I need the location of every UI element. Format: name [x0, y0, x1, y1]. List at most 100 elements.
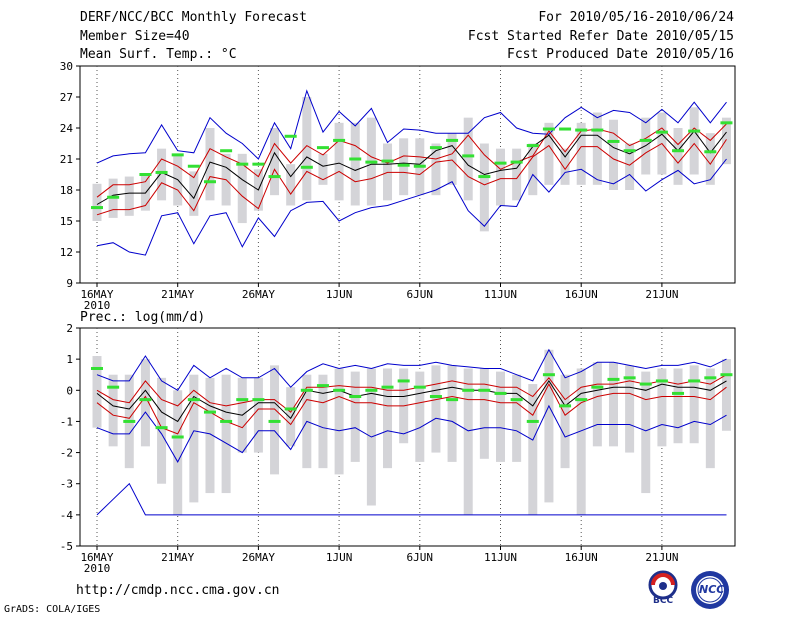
x-tick-label: 21MAY — [161, 288, 194, 301]
refer-date: Fcst Started Refer Date 2010/05/15 — [467, 29, 734, 44]
obs-marker — [203, 180, 216, 184]
spread-bar — [334, 368, 344, 475]
obs-marker — [429, 146, 442, 150]
produced-date: Fcst Produced Date 2010/05/16 — [507, 47, 734, 62]
obs-marker — [91, 366, 103, 370]
spread-bar — [576, 122, 586, 185]
obs-marker — [413, 164, 426, 168]
x-tick-label: 1JUN — [326, 551, 353, 564]
ncc-logo-text: NCC — [699, 583, 725, 596]
obs-marker — [236, 398, 249, 402]
obs-marker — [413, 385, 426, 389]
spread-bar — [447, 365, 457, 462]
obs-marker — [252, 398, 265, 402]
spread-bar — [512, 374, 522, 462]
obs-marker — [171, 435, 184, 439]
grads-credit: GrADS: COLA/IGES — [4, 604, 101, 615]
upper-band-line — [96, 374, 727, 413]
obs-marker — [107, 385, 120, 389]
spread-bar — [350, 122, 360, 206]
spread-bar — [528, 384, 538, 515]
obs-marker — [510, 398, 523, 402]
spread-bar — [286, 387, 296, 447]
chart-title: DERF/NCC/BCC Monthly Forecast — [80, 10, 307, 25]
spread-bar — [92, 356, 102, 428]
obs-marker — [349, 157, 362, 161]
spread-bar — [205, 377, 215, 494]
spread-bar — [302, 97, 312, 201]
y-tick-label: 24 — [60, 122, 74, 135]
obs-marker — [591, 128, 604, 132]
obs-marker — [349, 395, 362, 399]
spread-bar — [463, 368, 473, 515]
obs-marker — [655, 130, 668, 134]
spread-bar — [592, 112, 602, 185]
variable-label: Mean Surf. Temp.: °C — [80, 47, 237, 62]
spread-bar — [721, 117, 731, 165]
lower-band-line — [96, 383, 727, 435]
spread-bar — [383, 368, 393, 469]
spread-bar — [286, 164, 296, 206]
spread-bar — [705, 368, 715, 469]
spread-bar — [157, 377, 167, 484]
x-tick-label: 16MAY — [80, 551, 113, 564]
spread-bar — [318, 374, 328, 469]
obs-marker — [333, 388, 346, 392]
obs-marker — [672, 149, 685, 153]
obs-marker — [607, 377, 620, 381]
x-tick-label: 16JUN — [565, 551, 598, 564]
precip-label: Prec.: log(mm/d) — [80, 310, 206, 325]
obs-marker — [381, 159, 394, 163]
spread-bar — [512, 148, 522, 201]
x-tick-label: 21MAY — [161, 551, 194, 564]
spread-bar — [221, 374, 231, 494]
obs-marker — [284, 407, 297, 411]
x-tick-label: 16JUN — [565, 288, 598, 301]
spread-bar — [431, 143, 441, 196]
spread-bar — [270, 128, 280, 196]
y-tick-label: -5 — [60, 540, 73, 553]
lower-band-line — [96, 139, 727, 216]
chart-panel-1: -5 -4 -3 -2 -1 0 1 2 16MAY 21MAY 26MAY 1JUN 6JUN 11JU… — [60, 322, 736, 575]
spread-bar — [592, 362, 602, 447]
spread-bar — [140, 359, 150, 447]
spread-bar — [270, 365, 280, 475]
obs-marker — [542, 127, 555, 131]
obs-marker — [268, 419, 281, 423]
y-tick-label: 18 — [60, 184, 73, 197]
spread-bar — [608, 119, 618, 190]
plot-frame — [79, 327, 736, 547]
obs-marker — [655, 379, 668, 383]
spread-bar — [447, 133, 457, 185]
obs-marker — [575, 128, 588, 132]
obs-marker — [268, 175, 281, 179]
y-tick-label: -4 — [60, 509, 74, 522]
obs-marker — [187, 164, 200, 168]
obs-marker — [397, 163, 410, 167]
obs-marker — [478, 388, 491, 392]
y-tick-label: -1 — [60, 415, 73, 428]
obs-marker — [155, 426, 168, 430]
obs-marker — [316, 146, 329, 150]
x-tick-label: 16MAY — [80, 288, 113, 301]
x-tick-label: 6JUN — [407, 288, 434, 301]
spread-bar — [92, 183, 102, 221]
source-url[interactable]: http://cmdp.ncc.cma.gov.cn — [76, 583, 280, 598]
spread-bar — [124, 176, 134, 216]
upper-band-line — [96, 123, 727, 198]
spread-bar — [608, 362, 618, 447]
spread-bar — [625, 365, 635, 453]
x-tick-label: 11JUN — [484, 288, 517, 301]
x-tick-label: 21JUN — [645, 551, 678, 564]
obs-marker — [704, 150, 717, 154]
obs-marker — [639, 138, 652, 142]
spread-bar — [689, 107, 699, 175]
obs-marker — [720, 373, 733, 377]
obs-marker — [300, 165, 313, 169]
x-tick-label: 21JUN — [645, 288, 678, 301]
min-floor-line — [96, 482, 727, 516]
obs-marker — [365, 160, 378, 164]
obs-marker — [236, 162, 249, 166]
y-tick-label: 9 — [66, 277, 73, 290]
